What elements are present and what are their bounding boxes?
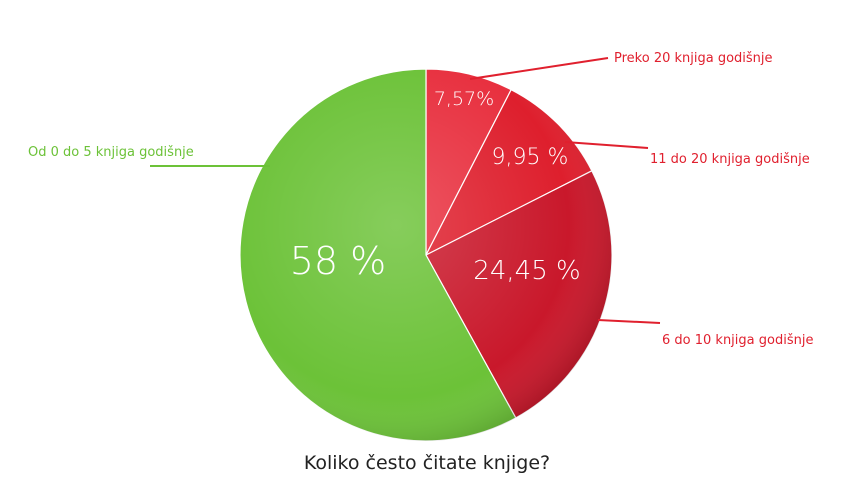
slice-category-label: 6 do 10 knjiga godišnje	[662, 333, 813, 348]
slice-category-label: 11 do 20 knjiga godišnje	[650, 152, 810, 167]
chart-title: Koliko često čitate knjige?	[303, 452, 551, 474]
slice-value-label: 7,57%	[434, 88, 494, 110]
slice-category-label: Od 0 do 5 knjiga godišnje	[28, 145, 194, 160]
pie-shading	[240, 69, 612, 441]
callout-line	[469, 57, 609, 80]
slice-value-label: 58 %	[290, 239, 387, 283]
slice-value-label: 24,45 %	[473, 256, 580, 286]
callout-line	[564, 141, 649, 149]
slice-category-label: Preko 20 knjiga godišnje	[614, 51, 773, 66]
callout-line	[597, 319, 661, 324]
slice-value-label: 9,95 %	[492, 145, 569, 170]
